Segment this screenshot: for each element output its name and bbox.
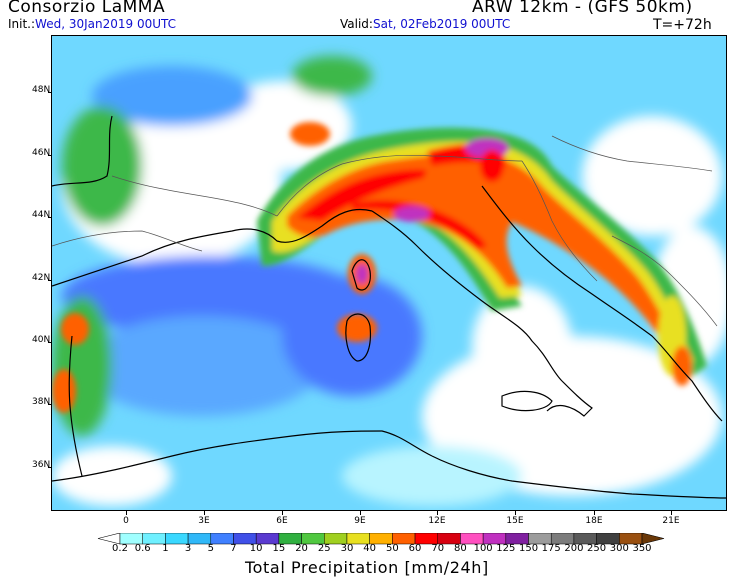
colorbar-label: 25 bbox=[317, 543, 331, 554]
valid-label: Valid: bbox=[340, 17, 373, 31]
colorbar-label: 100 bbox=[473, 543, 493, 554]
colorbar-label: 150 bbox=[518, 543, 539, 554]
lat-tick bbox=[48, 217, 52, 218]
lat-label: 44N bbox=[32, 210, 51, 220]
colorbar-label: 200 bbox=[564, 543, 584, 554]
lon-tick bbox=[282, 511, 283, 515]
lon-tick bbox=[204, 511, 205, 515]
colorbar-title: Total Precipitation [mm/24h] bbox=[245, 558, 489, 577]
lon-label: 6E bbox=[276, 516, 288, 526]
colorbar-label: 10 bbox=[249, 543, 263, 554]
colorbar-label: 0.6 bbox=[134, 543, 151, 554]
lat-tick bbox=[48, 92, 52, 93]
colorbar-label: 80 bbox=[454, 543, 467, 554]
precipitation-map bbox=[51, 35, 727, 511]
colorbar-label: 5 bbox=[207, 543, 214, 554]
colorbar-label: 60 bbox=[408, 543, 422, 554]
lon-label: 3E bbox=[198, 516, 210, 526]
lat-tick bbox=[48, 342, 52, 343]
lon-tick bbox=[594, 511, 595, 515]
valid-value: Sat, 02Feb2019 00UTC bbox=[372, 17, 511, 31]
colorbar-label: 30 bbox=[340, 543, 354, 554]
colorbar-label: 1 bbox=[162, 543, 169, 554]
colorbar-label: 300 bbox=[609, 543, 629, 554]
colorbar-label: 50 bbox=[385, 543, 399, 554]
lon-label: 9E bbox=[354, 516, 366, 526]
init-label: Init.: bbox=[8, 17, 36, 31]
colorbar-label: 70 bbox=[431, 543, 445, 554]
lat-label: 48N bbox=[32, 85, 51, 95]
lat-label: 42N bbox=[32, 273, 51, 283]
colorbar-label: 3 bbox=[184, 543, 192, 554]
model-title: ARW 12km - (GFS 50km) bbox=[472, 0, 693, 17]
colorbar-label: 175 bbox=[541, 543, 561, 554]
lon-label: 15E bbox=[506, 516, 524, 526]
lon-tick bbox=[126, 511, 127, 515]
lat-label: 40N bbox=[32, 335, 51, 345]
lat-tick bbox=[48, 467, 52, 468]
lat-label: 38N bbox=[32, 397, 51, 407]
colorbar-label: 20 bbox=[295, 543, 308, 554]
lon-label: 21E bbox=[662, 516, 680, 526]
forecast-step: T=+72h bbox=[653, 17, 712, 33]
colorbar-label: 350 bbox=[632, 543, 652, 554]
lat-label: 46N bbox=[32, 148, 51, 158]
lon-tick bbox=[671, 511, 672, 515]
colorbar-label: 40 bbox=[363, 543, 377, 554]
colorbar bbox=[97, 533, 665, 545]
colorbar-max-triangle bbox=[641, 533, 665, 545]
init-value: Wed, 30Jan2019 00UTC bbox=[35, 17, 177, 31]
colorbar-label: 250 bbox=[587, 543, 607, 554]
lon-tick bbox=[515, 511, 516, 515]
lon-tick bbox=[360, 511, 361, 515]
colorbar-label: 125 bbox=[496, 543, 516, 554]
lon-label: 0 bbox=[123, 516, 129, 526]
lat-tick bbox=[48, 280, 52, 281]
lon-label: 18E bbox=[585, 516, 603, 526]
valid-time: Valid:Sat, 02Feb2019 00UTC bbox=[340, 17, 510, 31]
lat-tick bbox=[48, 155, 52, 156]
colorbar-label: 15 bbox=[272, 543, 286, 554]
colorbar-label: 0.2 bbox=[112, 543, 128, 554]
precip-core bbox=[52, 122, 707, 413]
colorbar-label: 7 bbox=[230, 543, 237, 554]
organization-title: Consorzio LaMMA bbox=[8, 0, 166, 17]
lon-tick bbox=[437, 511, 438, 515]
coastlines bbox=[52, 115, 726, 499]
lon-label: 12E bbox=[428, 516, 446, 526]
lat-label: 36N bbox=[32, 460, 51, 470]
precipitation-field bbox=[52, 36, 726, 510]
init-time: Init.:Wed, 30Jan2019 00UTC bbox=[8, 17, 176, 31]
lat-tick bbox=[48, 404, 52, 405]
borders bbox=[52, 135, 718, 327]
